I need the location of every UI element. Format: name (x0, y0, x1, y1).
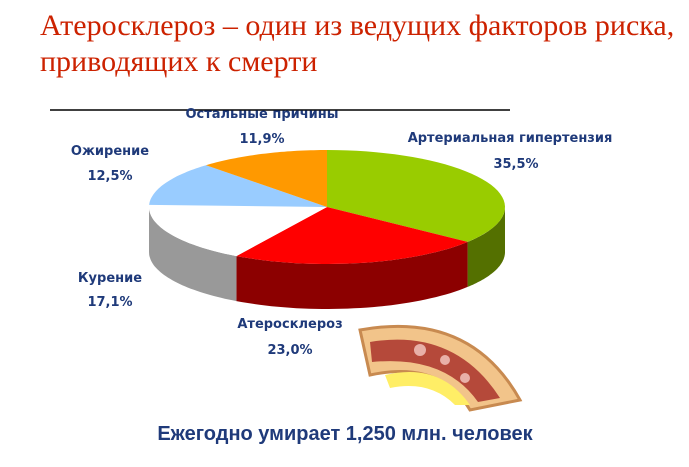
value-label: 35,5% (493, 157, 538, 172)
slice (206, 150, 327, 207)
slice-side (149, 207, 237, 302)
title-box: Атеросклероз – один из ведущих факторов … (40, 9, 675, 78)
value-label: 12,5% (87, 169, 132, 184)
value-label: 23,0% (267, 343, 312, 358)
slice (327, 150, 505, 242)
slice-label: Артериальная гипертензия (408, 131, 613, 146)
artery-illustration (358, 324, 523, 412)
value-label: 17,1% (87, 295, 132, 310)
chart-title: Атеросклероз – один из ведущих факторов … (40, 9, 675, 78)
pie (149, 150, 505, 309)
slice (149, 204, 327, 257)
slice (236, 207, 468, 264)
annotation: Ежегодно умирает 1,250 млн. человек (157, 423, 533, 445)
slice-label: Атеросклероз (237, 317, 342, 332)
slice-side (467, 207, 505, 287)
slice (149, 165, 327, 207)
slice-label: Курение (78, 271, 142, 286)
slice-side (236, 241, 468, 309)
slice-label: Остальные причины (185, 107, 338, 122)
slice-label: Ожирение (71, 144, 149, 159)
value-label: 11,9% (239, 132, 284, 147)
